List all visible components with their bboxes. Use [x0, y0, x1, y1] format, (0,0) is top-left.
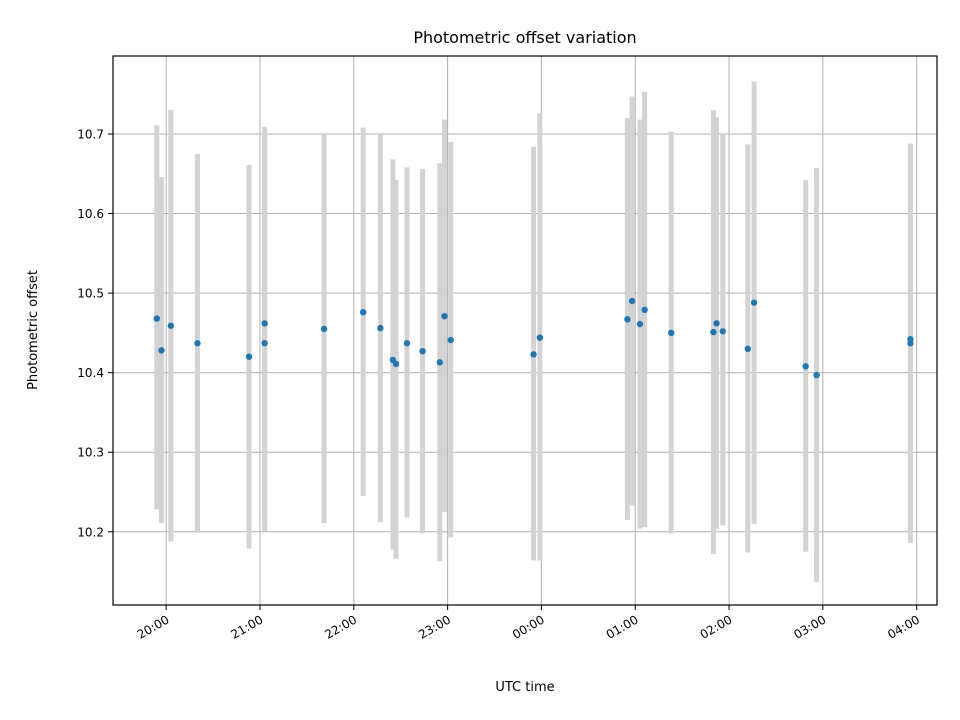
y-tick-label: 10.5 [77, 287, 104, 301]
data-point [536, 334, 544, 341]
data-point [167, 322, 175, 329]
data-point [713, 320, 720, 327]
y-tick-label: 10.7 [77, 127, 104, 141]
chart-title: Photometric offset variation [413, 28, 636, 47]
y-axis-label: Photometric offset [26, 270, 41, 390]
data-point [377, 324, 384, 332]
data-point [447, 336, 454, 344]
y-tick-label: 10.4 [77, 366, 104, 380]
data-point [419, 347, 426, 355]
y-tick-label: 10.2 [77, 525, 104, 539]
plot-frame [112, 55, 938, 606]
data-point [667, 329, 675, 337]
data-point [719, 328, 726, 335]
data-point [392, 360, 400, 368]
data-point [802, 363, 809, 370]
data-point [153, 315, 160, 322]
data-point [641, 306, 648, 314]
data-point [320, 325, 328, 333]
data-point [158, 347, 165, 354]
data-point [403, 340, 411, 347]
data-point [261, 340, 268, 347]
data-point [710, 328, 717, 336]
data-point [261, 320, 268, 327]
y-tick-label: 10.6 [77, 207, 104, 221]
y-tick-label: 10.3 [77, 446, 104, 460]
data-point [628, 297, 636, 305]
data-point [245, 353, 253, 360]
y-axis-ticks: 10.2 10.3 10.4 10.5 10.6 10.7 [77, 127, 113, 539]
data-point [813, 371, 820, 379]
data-points [153, 297, 914, 379]
data-point [636, 320, 644, 328]
data-point [624, 316, 631, 323]
data-point [744, 345, 752, 352]
x-axis-label: UTC time [495, 680, 554, 695]
data-point [441, 312, 448, 320]
data-point [359, 309, 367, 316]
data-point [750, 299, 758, 306]
grid [113, 56, 937, 605]
data-point [530, 351, 537, 358]
data-point [436, 359, 443, 366]
data-point [907, 336, 914, 343]
data-point [194, 340, 201, 347]
